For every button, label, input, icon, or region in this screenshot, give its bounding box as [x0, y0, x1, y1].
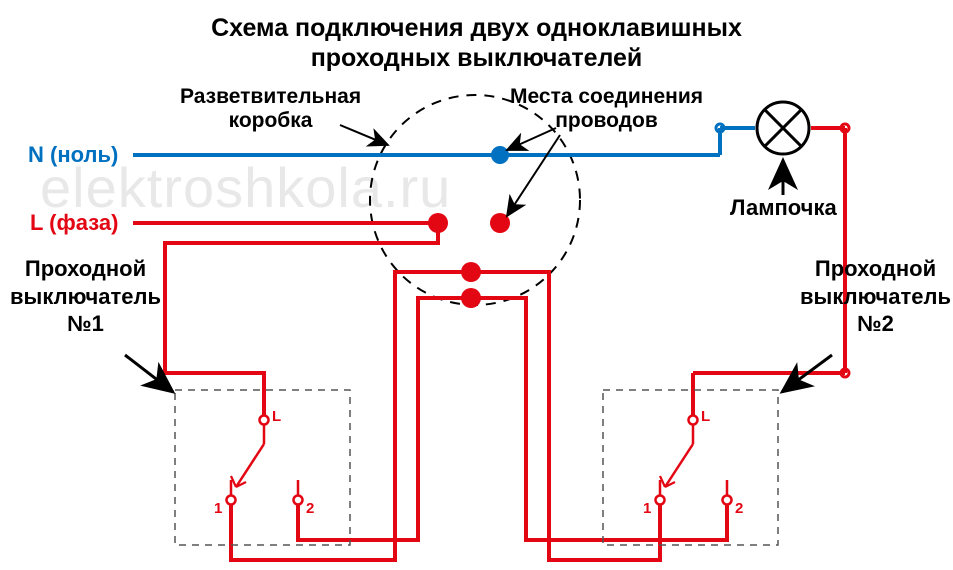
junction-node-neutral	[491, 146, 509, 164]
label-junction-box: Разветвительная коробка	[180, 85, 361, 133]
label-junction-points: Места соединения проводов	[510, 85, 703, 133]
sw1-terminal-1: 1	[214, 500, 222, 517]
live-to-sw1-L	[165, 223, 438, 416]
node-to-sw2-t1	[471, 272, 660, 560]
sw1-terminal-L: L	[272, 408, 281, 425]
label-lamp: Лампочка	[730, 195, 837, 221]
switch2-box	[603, 390, 778, 545]
sw1-t2-to-node	[298, 298, 471, 540]
label-neutral: N (ноль)	[28, 142, 118, 168]
sw2-terminal-2: 2	[735, 500, 743, 517]
sw2-terminal-L: L	[701, 408, 710, 425]
label-switch2: Проходной выключатель №2	[800, 255, 951, 338]
label-live: L (фаза)	[30, 210, 118, 236]
label-switch1: Проходной выключатель №1	[10, 255, 161, 338]
sw1-terminal-2: 2	[306, 500, 314, 517]
sw2-terminal-1: 1	[643, 500, 651, 517]
